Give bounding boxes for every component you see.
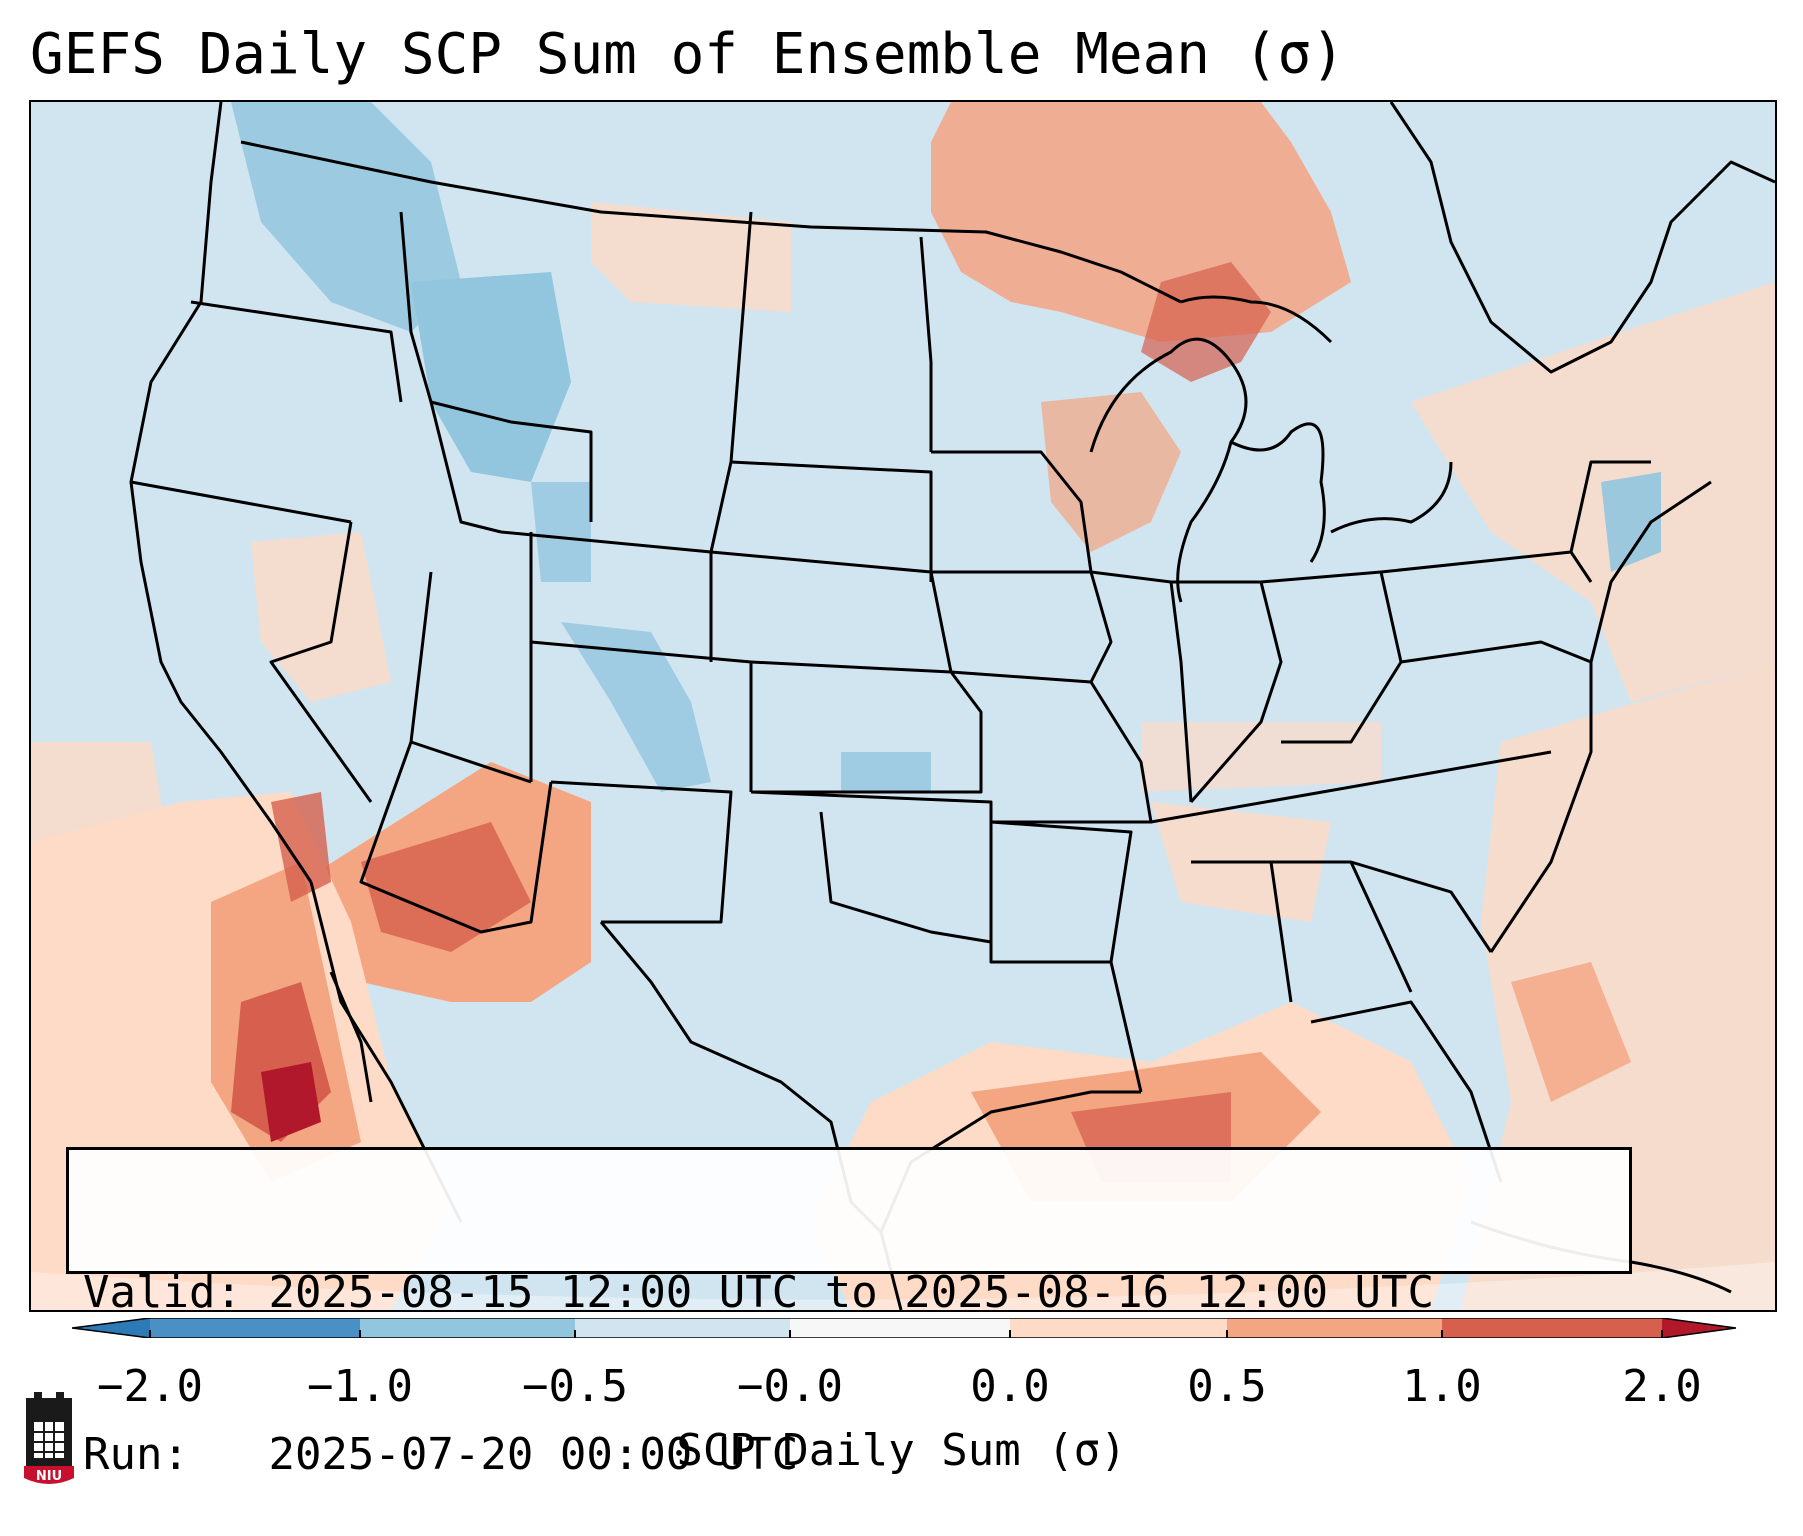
logo-text: NIU	[36, 1469, 62, 1484]
colorbar-tick-label: 1.0	[1402, 1361, 1482, 1412]
colorbar-tick-label: −1.0	[307, 1361, 413, 1412]
colorbar-bin	[575, 1318, 790, 1338]
map-panel	[29, 100, 1777, 1312]
valid-value: 2025-08-15 12:00 UTC to 2025-08-16 12:00…	[268, 1267, 1435, 1318]
colorbar-extend-low	[72, 1318, 150, 1338]
colorbar-extend-high	[1662, 1318, 1736, 1338]
colorbar-tick-label: −0.5	[522, 1361, 628, 1412]
valid-line: Valid: 2025-08-15 12:00 UTC to 2025-08-1…	[83, 1266, 1629, 1320]
negative-anomaly-regions	[231, 102, 1661, 792]
colorbar-bin	[1227, 1318, 1442, 1338]
colorbar-bin	[790, 1318, 1010, 1338]
colorbar-tick-label: 0.5	[1187, 1361, 1267, 1412]
run-label: Run:	[83, 1429, 189, 1480]
valid-label: Valid:	[83, 1267, 242, 1318]
run-value: 2025-07-20 00:00 UTC	[268, 1429, 799, 1480]
map-canvas	[31, 102, 1775, 1310]
colorbar-tick-label: 2.0	[1622, 1361, 1702, 1412]
validity-info-box: Valid: 2025-08-15 12:00 UTC to 2025-08-1…	[66, 1147, 1632, 1480]
colorbar-tick-label: 0.0	[970, 1361, 1050, 1412]
colorbar-bin	[360, 1318, 575, 1338]
map-title: GEFS Daily SCP Sum of Ensemble Mean (σ)	[30, 22, 1345, 87]
positive-anomaly-regions	[31, 102, 1775, 1310]
run-line: Run: 2025-07-20 00:00 UTC	[83, 1428, 1629, 1482]
colorbar-tick-label: −2.0	[97, 1361, 203, 1412]
colorbar-tick-label: −0.0	[737, 1361, 843, 1412]
colorbar-bin	[150, 1318, 360, 1338]
colorbar	[72, 1318, 1736, 1338]
colorbar-label: SCP Daily Sum (σ)	[676, 1425, 1127, 1476]
state-borders	[129, 102, 1775, 1310]
niu-logo: NIU	[24, 1392, 74, 1484]
colorbar-bin	[1442, 1318, 1662, 1338]
colorbar-bin	[1010, 1318, 1227, 1338]
